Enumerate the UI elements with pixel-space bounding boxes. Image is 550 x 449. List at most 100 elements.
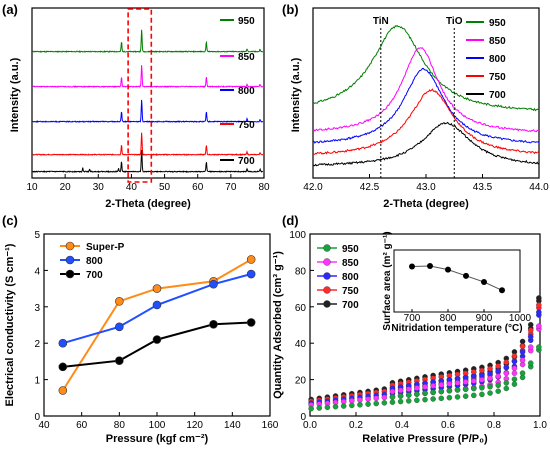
- panel-c-xlabel: Pressure (kgf cm⁻²): [106, 433, 209, 445]
- x-tick-label: 20: [60, 182, 72, 193]
- series-700-desorption-point: [519, 338, 526, 345]
- series-850-adsorption-point: [357, 397, 363, 403]
- series-750-desorption-point: [479, 367, 485, 374]
- legend-label-700: 700: [342, 300, 359, 311]
- series-800-point: [58, 338, 68, 348]
- series-950-desorption-point: [511, 376, 518, 382]
- y-tick-label: 100: [289, 230, 306, 241]
- series-800-pattern: [312, 67, 540, 144]
- series-950-desorption-point: [414, 391, 420, 397]
- series-700-point: [246, 318, 256, 327]
- inset-point: [427, 263, 433, 270]
- series-800-desorption-point: [495, 368, 501, 374]
- series-850-desorption-point: [487, 375, 493, 382]
- series-950-adsorption-point: [405, 398, 412, 404]
- panel-b-ylabel: Intensity (a.u.): [290, 57, 302, 132]
- legend-label-700: 700: [489, 90, 506, 101]
- series-850-desorption-point: [462, 379, 469, 385]
- legend-label-800: 800: [238, 86, 255, 97]
- series-950-adsorption-point: [454, 394, 461, 400]
- series-950-adsorption-point: [414, 397, 420, 404]
- panel-d-ylabel: Quantity Adsorbed (cm³ g⁻¹): [272, 251, 284, 399]
- legend-marker-750: [323, 286, 331, 294]
- x-tick-label: 0.8: [487, 420, 501, 431]
- x-tick-label: 0.0: [303, 420, 317, 431]
- legend-marker-950: [323, 244, 331, 252]
- x-tick-label: 10: [26, 182, 38, 193]
- series-750-desorption-point: [495, 363, 501, 369]
- series-950-adsorption-point: [495, 388, 501, 394]
- series-850-adsorption-point: [349, 398, 355, 404]
- x-tick-label: 0.6: [441, 420, 455, 431]
- legend-label-750: 750: [342, 286, 359, 297]
- series-800-desorption-point: [511, 358, 518, 365]
- x-tick-label: 70: [225, 182, 237, 193]
- series-850-adsorption-point: [373, 395, 379, 402]
- panel-label-c: (c): [2, 213, 18, 228]
- x-tick-label: 140: [224, 420, 241, 431]
- inset-point: [499, 287, 505, 294]
- series-850-desorption-point: [414, 385, 420, 391]
- series-950-adsorption-point: [381, 400, 388, 406]
- legend-label-850: 850: [489, 36, 506, 47]
- series-700-desorption-point: [536, 295, 542, 301]
- series-800-point: [246, 269, 256, 279]
- ref-label-TiO: TiO: [446, 16, 463, 27]
- series-800-desorption-point: [479, 372, 485, 378]
- series-850-desorption-point: [519, 357, 526, 363]
- legend-label-800: 800: [342, 272, 359, 283]
- series-950-adsorption-point: [349, 402, 355, 409]
- series-850-desorption-point: [405, 386, 412, 392]
- series-750-desorption-point: [519, 343, 526, 349]
- legend-label-800: 800: [489, 54, 506, 65]
- x-tick-label: 43.5: [473, 182, 493, 193]
- series-Super-P-point: [115, 297, 124, 306]
- legend-label-950: 950: [489, 18, 506, 29]
- series-950-adsorption-point: [308, 405, 314, 412]
- series-850-desorption-point: [430, 383, 436, 389]
- series-750-desorption-point: [511, 353, 518, 359]
- series-700-point: [152, 335, 162, 344]
- y-tick-label: 1: [34, 376, 40, 387]
- legend-label-700: 700: [86, 270, 103, 281]
- panel-b-xlabel: 2-Theta (degree): [383, 198, 469, 210]
- series-850-desorption-point: [389, 388, 396, 395]
- x-tick-label: 40: [126, 182, 138, 193]
- series-950-pattern: [32, 29, 264, 54]
- inset-xlabel: Nitridation temperature (°C): [391, 323, 522, 334]
- series-950-adsorption-point: [340, 403, 347, 409]
- series-950-adsorption-point: [373, 400, 379, 407]
- series-Super-P-point: [58, 386, 68, 395]
- series-Super-P-point: [152, 284, 162, 293]
- series-850-desorption-point: [454, 380, 461, 386]
- legend-label-950: 950: [238, 16, 255, 27]
- legend-marker-850: [323, 258, 331, 266]
- legend-label-750: 750: [238, 120, 255, 131]
- panel-d-isotherm: 0.0 0.2 0.4 0.6 0.8 1.0 0 20 40 60 80 100 950 850 800…: [272, 230, 547, 445]
- series-700-pattern: [32, 150, 264, 174]
- series-700-point: [209, 319, 218, 329]
- series-800-desorption-point: [527, 333, 534, 340]
- legend-label-850: 850: [342, 258, 359, 269]
- series-850-desorption-point: [479, 377, 485, 383]
- x-tick-label: 43.0: [416, 182, 436, 193]
- y-tick-label: 2: [34, 339, 40, 350]
- series-950-adsorption-point: [324, 404, 331, 411]
- series-950-adsorption-point: [438, 395, 445, 402]
- series-850-desorption-point: [422, 384, 428, 390]
- inset-point: [481, 279, 487, 286]
- series-950-desorption-point: [397, 393, 404, 399]
- inset-point: [445, 266, 451, 273]
- inset-x-tick-label: 900: [476, 313, 493, 324]
- series-950-adsorption-point: [462, 393, 469, 399]
- series-850-desorption-point: [536, 323, 542, 329]
- inset-frame: [393, 249, 521, 313]
- series-950-adsorption-point: [332, 403, 339, 410]
- series-750-desorption-point: [536, 302, 542, 308]
- series-950-pattern: [312, 24, 540, 112]
- series-800-desorption-point: [519, 349, 526, 355]
- series-850-desorption-point: [471, 378, 477, 384]
- series-800-point: [152, 300, 162, 310]
- series-800-pattern: [32, 99, 264, 123]
